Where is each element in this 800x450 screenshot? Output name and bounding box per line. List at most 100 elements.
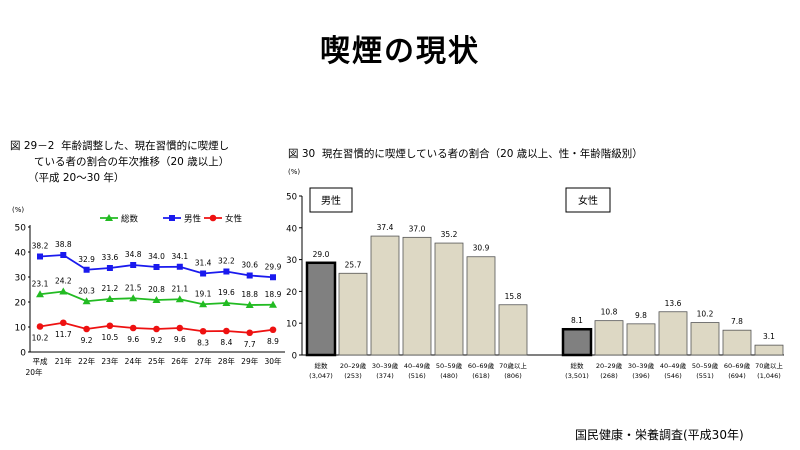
bar-chart-x-tick-sample-size: (374) xyxy=(376,372,393,380)
line-chart-x-tick-label: 24年 xyxy=(125,356,143,366)
line-chart-x-tick-label: 29年 xyxy=(241,356,259,366)
line-chart-point xyxy=(269,326,277,334)
bar-chart-title-text: 現在習慣的に喫煙している者の割合（20 歳以上、性・年齢階級別） xyxy=(321,148,643,160)
line-chart-point xyxy=(199,327,207,335)
bar-chart-data-label: 8.1 xyxy=(571,316,583,325)
bar-chart-x-tick-sample-size: (806) xyxy=(504,372,521,380)
bar-chart-x-tick-sample-size: (253) xyxy=(344,372,361,380)
line-chart-point xyxy=(83,266,90,273)
bar-chart-data-label: 10.2 xyxy=(697,310,714,319)
bar-chart-data-label: 25.7 xyxy=(345,260,362,269)
line-chart-data-label: 9.2 xyxy=(81,336,93,345)
bar-chart-bar xyxy=(498,304,528,356)
line-chart-x-tick-label: 28年 xyxy=(218,356,236,366)
line-chart-point xyxy=(106,322,114,330)
line-chart-y-tick-label: 20 xyxy=(15,299,27,309)
bar-chart-x-tick-label: 70歳以上 xyxy=(499,361,527,370)
line-chart-data-label: 33.6 xyxy=(102,253,119,262)
bar-chart-data-label: 29.0 xyxy=(313,250,330,259)
line-chart-point xyxy=(246,272,253,279)
line-chart-data-label: 8.9 xyxy=(267,337,279,346)
line-chart-legend-label: 男性 xyxy=(184,214,202,225)
line-chart-data-label: 9.6 xyxy=(174,335,186,344)
bar-chart-x-tick-sample-size: (694) xyxy=(728,372,745,380)
line-chart-data-label: 21.5 xyxy=(125,283,142,292)
line-chart-data-label: 38.8 xyxy=(55,240,72,249)
line-chart-title-line-1: 年齢調整した、現在習慣的に喫煙し xyxy=(61,140,230,152)
line-chart-data-label: 34.0 xyxy=(148,252,165,261)
bar-chart-group-label-box xyxy=(565,187,611,213)
bar-chart-bar xyxy=(626,323,656,356)
bar-chart-y-unit: (%) xyxy=(288,168,300,176)
line-chart-y-tick-label: 30 xyxy=(15,274,27,284)
bar-chart-bar xyxy=(561,327,593,357)
bar-chart-x-tick-label: 40–49歳 xyxy=(404,361,431,370)
line-chart-data-label: 10.5 xyxy=(102,333,119,342)
line-chart-data-label: 32.2 xyxy=(218,257,235,266)
line-chart-data-label: 8.3 xyxy=(197,338,209,347)
line-chart-point xyxy=(129,324,137,332)
bar-chart-data-label: 35.2 xyxy=(441,230,458,239)
bar-chart-x-tick-label: 60–69歳 xyxy=(724,361,751,370)
line-chart-point xyxy=(60,319,67,327)
line-chart-point xyxy=(176,263,183,270)
bar-chart-bar xyxy=(370,235,400,356)
line-chart-data-label: 34.1 xyxy=(171,252,188,261)
line-chart-x-tick-label: 平成 xyxy=(33,356,48,366)
line-chart-point xyxy=(152,296,161,303)
line-chart-x-tick-label: 27年 xyxy=(195,356,213,366)
line-chart-title-line-3: （平成 20〜30 年） xyxy=(28,172,125,184)
line-chart-y-tick-label: 10 xyxy=(15,324,27,334)
line-chart-point xyxy=(223,327,230,335)
line-chart-figure-label: 図 29－2 xyxy=(10,140,55,152)
line-chart-legend-marker xyxy=(105,214,113,221)
line-chart-point xyxy=(270,274,276,281)
bar-chart-x-tick-sample-size: (268) xyxy=(600,372,617,380)
bar-chart-bar xyxy=(466,256,496,356)
bar-chart-x-tick-sample-size: (3,501) xyxy=(565,372,589,380)
line-chart-x-tick-label: 21年 xyxy=(55,356,73,366)
line-chart-point xyxy=(153,264,160,270)
line-chart-data-label: 19.1 xyxy=(195,289,212,298)
line-chart-point xyxy=(199,300,208,308)
bar-chart-title: 図 30 現在習慣的に喫煙している者の割合（20 歳以上、性・年齢階級別） xyxy=(288,146,643,162)
line-chart-point xyxy=(129,294,138,302)
line-chart-data-label: 38.2 xyxy=(32,242,49,251)
bar-chart-x-tick-label: 総数 xyxy=(571,361,585,370)
bar-chart-y-tick-label: 10 xyxy=(286,320,297,330)
bar-chart-bar xyxy=(658,311,688,356)
line-chart-data-label: 19.6 xyxy=(218,288,235,297)
line-chart-y-tick-label: 50 xyxy=(15,224,27,234)
line-chart-point xyxy=(36,323,44,330)
line-chart-point xyxy=(130,262,137,268)
bar-chart-data-label: 37.0 xyxy=(409,224,426,233)
bar-chart-x-tick-sample-size: (3,047) xyxy=(309,372,333,380)
bar-chart-data-label: 9.8 xyxy=(635,311,647,320)
line-chart-point xyxy=(37,253,43,260)
bar-chart-bar xyxy=(402,236,432,356)
bar-chart-x-tick-label: 50–59歳 xyxy=(692,361,719,370)
line-chart-data-label: 18.9 xyxy=(265,290,282,299)
line-chart-title-line-2: ている者の割合の年次推移（20 歳以上） xyxy=(34,156,230,168)
line-chart-y-tick-label: 0 xyxy=(20,349,26,359)
bar-chart-data-label: 10.8 xyxy=(601,308,618,317)
bar-chart-group-label: 男性 xyxy=(321,194,341,207)
bar-chart-y-tick-label: 20 xyxy=(286,288,297,298)
bar-chart-bar xyxy=(434,242,464,356)
line-chart-point xyxy=(223,268,230,275)
bar-chart-x-tick-sample-size: (480) xyxy=(440,372,457,380)
line-chart-data-label: 31.4 xyxy=(195,259,212,268)
bar-chart-x-tick-label: 70歳以上 xyxy=(755,361,783,370)
line-chart-data-label: 8.4 xyxy=(220,338,232,347)
line-chart-x-tick-label: 20年 xyxy=(25,367,43,377)
line-chart-title: 図 29－2 年齢調整した、現在習慣的に喫煙し ている者の割合の年次推移（20 … xyxy=(10,138,229,186)
line-chart-legend-label: 総数 xyxy=(121,214,139,225)
line-chart-legend-label: 女性 xyxy=(225,214,243,225)
bar-chart-x-tick-label: 30–39歳 xyxy=(372,361,399,370)
line-chart-point xyxy=(60,252,67,258)
line-chart-point xyxy=(222,299,231,306)
bar-chart-x-tick-sample-size: (551) xyxy=(696,372,713,380)
line-chart-point xyxy=(176,324,184,332)
line-chart-point xyxy=(269,300,277,308)
